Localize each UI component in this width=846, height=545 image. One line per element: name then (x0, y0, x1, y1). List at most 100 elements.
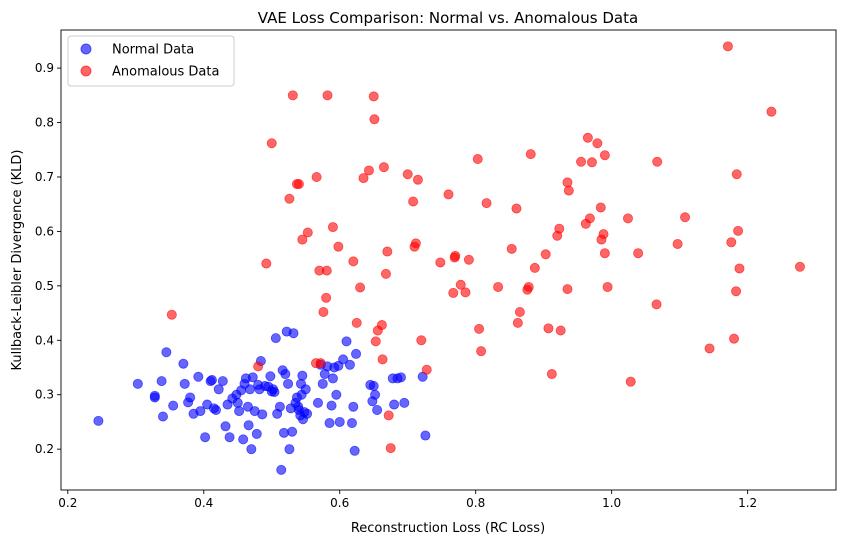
point-anomalous-data (472, 154, 483, 165)
point-anomalous-data (576, 156, 587, 167)
y-tick-label: 0.2 (35, 442, 54, 456)
point-normal-data (220, 421, 231, 432)
point-anomalous-data (672, 238, 683, 249)
point-normal-data (327, 373, 338, 384)
y-axis-ticks: 0.2 0.3 0.4 0.5 0.6 0.7 0.8 0.9 (35, 61, 61, 456)
point-anomalous-data (327, 222, 338, 233)
point-normal-data (232, 397, 243, 408)
point-normal-data (368, 381, 379, 392)
y-tick-label: 0.7 (35, 170, 54, 184)
point-anomalous-data (450, 250, 461, 261)
point-normal-data (274, 401, 285, 412)
point-normal-data (346, 418, 357, 429)
point-anomalous-data (592, 138, 603, 149)
point-normal-data (300, 384, 311, 395)
point-anomalous-data (584, 213, 595, 224)
y-tick-label: 0.3 (35, 388, 54, 402)
data-points (93, 41, 805, 475)
point-anomalous-data (704, 343, 715, 354)
point-normal-data (193, 371, 204, 382)
point-anomalous-data (729, 333, 740, 344)
point-anomalous-data (443, 189, 454, 200)
x-tick-label: 0.4 (194, 496, 213, 510)
point-normal-data (210, 404, 221, 415)
point-anomalous-data (322, 90, 333, 101)
point-anomalous-data (514, 306, 525, 317)
point-anomalous-data (410, 238, 421, 249)
point-normal-data (234, 406, 245, 417)
point-normal-data (247, 372, 258, 383)
point-anomalous-data (586, 157, 597, 168)
legend: Normal Data Anomalous Data (67, 35, 235, 87)
x-tick-label: 1.2 (738, 496, 757, 510)
point-anomalous-data (416, 335, 427, 346)
point-anomalous-data (734, 263, 745, 274)
point-anomalous-data (368, 91, 379, 102)
point-anomalous-data (380, 268, 391, 279)
point-anomalous-data (651, 299, 662, 310)
point-normal-data (257, 409, 268, 420)
point-normal-data (224, 432, 235, 443)
point-anomalous-data (731, 169, 742, 180)
point-anomalous-data (333, 241, 344, 252)
point-anomalous-data (302, 227, 313, 238)
point-anomalous-data (382, 246, 393, 257)
point-normal-data (288, 328, 299, 339)
point-anomalous-data (595, 202, 606, 213)
point-normal-data (238, 434, 249, 445)
point-normal-data (179, 378, 190, 389)
point-anomalous-data (284, 193, 295, 204)
point-normal-data (195, 406, 206, 417)
point-normal-data (349, 445, 360, 456)
point-anomalous-data (625, 376, 636, 387)
x-tick-label: 1.0 (602, 496, 621, 510)
point-normal-data (280, 369, 291, 380)
point-normal-data (200, 432, 211, 443)
chart-title: VAE Loss Comparison: Normal vs. Anomalou… (258, 9, 638, 27)
point-anomalous-data (554, 223, 565, 234)
point-anomalous-data (348, 256, 359, 267)
point-anomalous-data (408, 196, 419, 207)
point-anomalous-data (766, 106, 777, 117)
point-normal-data (244, 384, 255, 395)
point-normal-data (334, 416, 345, 427)
point-normal-data (251, 428, 262, 439)
point-normal-data (324, 418, 335, 429)
point-anomalous-data (476, 346, 487, 357)
point-anomalous-data (315, 358, 326, 369)
point-anomalous-data (378, 162, 389, 173)
point-anomalous-data (622, 213, 633, 224)
x-tick-label: 0.8 (466, 496, 485, 510)
point-anomalous-data (385, 443, 396, 454)
point-normal-data (351, 348, 362, 359)
point-anomalous-data (377, 354, 388, 365)
point-normal-data (338, 354, 349, 365)
point-normal-data (178, 358, 189, 369)
point-normal-data (93, 415, 104, 426)
point-anomalous-data (731, 286, 742, 297)
point-normal-data (372, 404, 383, 415)
point-anomalous-data (599, 248, 610, 259)
point-anomalous-data (261, 258, 272, 269)
point-normal-data (206, 375, 217, 386)
point-normal-data (185, 392, 196, 403)
point-normal-data (246, 444, 257, 455)
point-anomalous-data (540, 249, 551, 260)
legend-marker-normal (80, 43, 92, 55)
point-anomalous-data (474, 323, 485, 334)
point-anomalous-data (680, 212, 691, 223)
point-normal-data (312, 397, 323, 408)
point-anomalous-data (733, 225, 744, 236)
point-anomalous-data (370, 336, 381, 347)
point-normal-data (348, 401, 359, 412)
y-axis-label: Kullback-Leibler Divergence (KLD) (10, 149, 25, 370)
point-anomalous-data (582, 132, 593, 143)
x-tick-label: 0.6 (330, 496, 349, 510)
point-anomalous-data (297, 234, 308, 245)
legend-label-anomalous: Anomalous Data (112, 65, 219, 80)
point-anomalous-data (546, 369, 557, 380)
point-normal-data (331, 389, 342, 400)
legend-box (67, 35, 235, 87)
point-normal-data (302, 408, 313, 419)
